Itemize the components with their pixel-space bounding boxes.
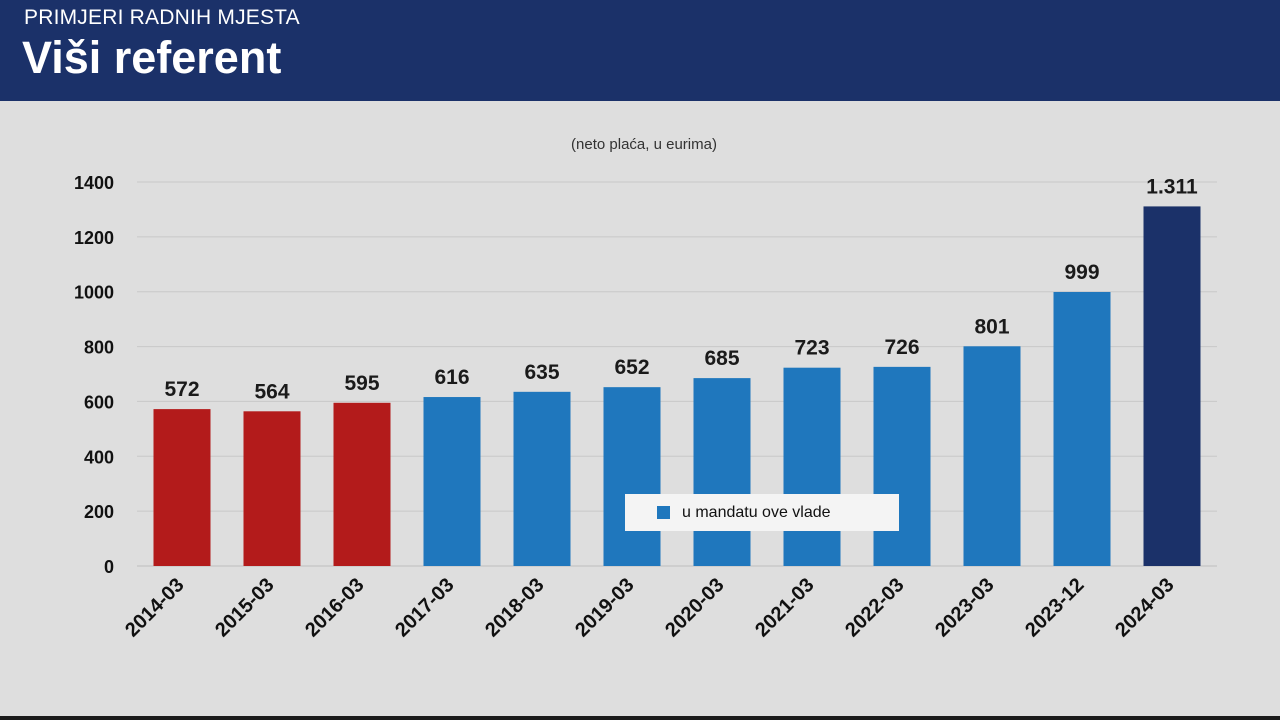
value-label: 564 xyxy=(254,380,289,403)
bar-2014-03 xyxy=(153,409,211,566)
bottom-edge xyxy=(0,716,1280,720)
y-tick-label: 1200 xyxy=(74,228,114,248)
x-tick-label: 2022-03 xyxy=(841,574,908,641)
x-tick-label: 2018-03 xyxy=(481,574,548,641)
value-label: 801 xyxy=(974,315,1009,338)
x-tick-label: 2021-03 xyxy=(751,574,818,641)
legend-label: u mandatu ove vlade xyxy=(682,503,831,521)
legend-swatch-blue xyxy=(657,506,670,519)
bar-2024-03 xyxy=(1143,206,1201,566)
header-bar: PRIMJERI RADNIH MJESTA Viši referent xyxy=(0,0,1280,101)
x-tick-label: 2019-03 xyxy=(571,574,638,641)
y-tick-label: 600 xyxy=(84,392,114,412)
bar-2023-03 xyxy=(963,346,1021,566)
value-label: 572 xyxy=(164,378,199,401)
y-tick-label: 1400 xyxy=(74,173,114,193)
page-title: Viši referent xyxy=(22,32,282,83)
value-label: 652 xyxy=(614,356,649,379)
value-label: 635 xyxy=(524,361,559,384)
y-tick-label: 400 xyxy=(84,447,114,467)
bar-2021-03 xyxy=(783,367,841,566)
x-tick-label: 2023-03 xyxy=(931,574,998,641)
y-axis-ticks: 0 200 400 600 800 1000 1200 1400 xyxy=(74,173,114,577)
bar-2023-12 xyxy=(1053,291,1111,566)
bar-2020-03 xyxy=(693,378,751,566)
y-tick-label: 1000 xyxy=(74,283,114,303)
value-label: 685 xyxy=(704,347,739,370)
value-label: 616 xyxy=(434,366,469,389)
chart-subtitle: (neto plaća, u eurima) xyxy=(571,136,717,153)
value-label: 723 xyxy=(794,337,829,360)
x-tick-label: 2023-12 xyxy=(1021,574,1088,641)
bar-2017-03 xyxy=(423,397,481,566)
x-axis-ticks: 2014-03 2015-03 2016-03 2017-03 2018-03 2019-… xyxy=(121,574,1178,641)
x-tick-label: 2015-03 xyxy=(211,574,278,641)
bar-2015-03 xyxy=(243,411,301,566)
bar-2018-03 xyxy=(513,391,571,566)
x-tick-label: 2020-03 xyxy=(661,574,728,641)
bar-2022-03 xyxy=(873,366,931,566)
value-label: 999 xyxy=(1064,261,1099,284)
value-label: 1.311 xyxy=(1146,175,1198,198)
value-labels: 572 564 595 616 635 652 685 723 726 801 999 1.311 xyxy=(164,175,1198,403)
x-tick-label: 2017-03 xyxy=(391,574,458,641)
value-label: 726 xyxy=(884,336,919,359)
bar-2019-03 xyxy=(603,387,661,566)
x-tick-label: 2014-03 xyxy=(121,574,188,641)
value-label: 595 xyxy=(344,372,379,395)
y-tick-label: 800 xyxy=(84,338,114,358)
x-tick-label: 2016-03 xyxy=(301,574,368,641)
x-tick-label: 2024-03 xyxy=(1111,574,1178,641)
y-tick-label: 200 xyxy=(84,502,114,522)
header-kicker: PRIMJERI RADNIH MJESTA xyxy=(24,6,300,29)
y-tick-label: 0 xyxy=(104,557,114,577)
bars xyxy=(153,206,1201,566)
chart-legend: u mandatu ove vlade xyxy=(625,494,899,531)
bar-2016-03 xyxy=(333,402,391,566)
